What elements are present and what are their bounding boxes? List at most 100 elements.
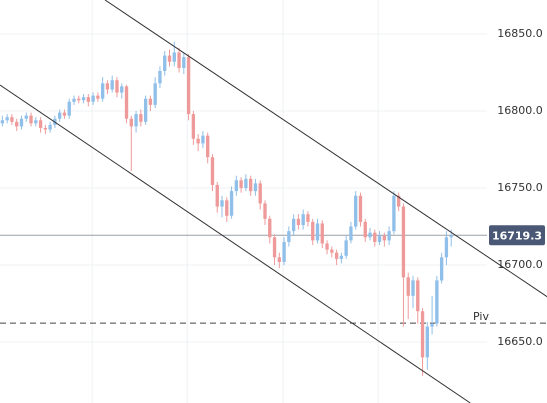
candle-body <box>229 191 234 216</box>
candle-body <box>406 277 410 296</box>
pivot-label: Piv <box>473 310 489 323</box>
candle-body <box>34 120 38 124</box>
candle-body <box>72 98 76 102</box>
candle-body <box>115 80 119 93</box>
candle-body <box>244 178 248 189</box>
candle-body <box>263 203 267 219</box>
trend-line <box>0 84 471 403</box>
candle-body <box>143 98 148 122</box>
candle-body <box>253 183 258 192</box>
candle-body <box>392 195 396 232</box>
candle-body <box>105 83 110 90</box>
candle-body <box>196 138 200 144</box>
candle-body <box>334 252 339 259</box>
candle-body <box>158 70 162 84</box>
candle-body <box>382 235 387 241</box>
candle-body <box>397 195 401 207</box>
trend-line <box>104 0 547 298</box>
candle-body <box>225 200 229 216</box>
candle-body <box>401 206 406 278</box>
candle-body <box>58 112 62 119</box>
candle-body <box>77 98 81 101</box>
candle-body <box>258 183 262 204</box>
candle-body <box>416 280 420 312</box>
candle-body <box>129 118 133 127</box>
candle-body <box>29 115 33 124</box>
candle-body <box>120 86 124 93</box>
candle-body <box>139 114 143 122</box>
candle-body <box>0 120 5 124</box>
candle-body <box>325 243 329 250</box>
candle-body <box>186 57 191 115</box>
candle-body <box>358 195 363 222</box>
candle-body <box>296 218 301 225</box>
candle-body <box>38 120 43 128</box>
candle-body <box>306 214 310 222</box>
candle-body <box>420 311 425 358</box>
candle-body <box>62 112 67 116</box>
candle-body <box>5 117 9 121</box>
candle-body <box>163 55 167 71</box>
y-tick-label: 16700.0 <box>497 258 543 271</box>
candle-body <box>330 249 334 253</box>
candle-body <box>201 135 205 144</box>
candle-body <box>172 52 176 62</box>
candle-body <box>411 280 415 296</box>
candle-body <box>363 221 367 238</box>
candle-body <box>67 101 71 116</box>
candle-body <box>234 180 239 192</box>
candle-body <box>148 98 153 105</box>
candle-body <box>86 97 90 102</box>
candle-body <box>387 231 391 241</box>
candle-body <box>153 83 157 105</box>
candle-body <box>215 184 219 207</box>
candle-body <box>43 127 48 130</box>
candle-body <box>291 218 296 232</box>
candle-body <box>124 86 129 119</box>
candle-body <box>206 135 210 158</box>
candle-body <box>439 257 444 281</box>
candle-body <box>191 114 196 139</box>
candle-body <box>449 235 453 238</box>
candle-body <box>287 231 291 242</box>
y-tick-label: 16800.0 <box>497 104 543 117</box>
candle-body <box>182 57 186 68</box>
candle-body <box>277 257 281 262</box>
candle-body <box>373 232 377 242</box>
candle-body <box>239 180 243 189</box>
candle-body <box>344 240 348 256</box>
candle-body <box>96 95 100 99</box>
candle-body <box>167 55 172 62</box>
candle-body <box>349 226 353 241</box>
y-tick-label: 16850.0 <box>497 27 543 40</box>
candle-body <box>430 323 434 327</box>
candle-body <box>425 326 429 358</box>
candle-body <box>91 95 95 102</box>
candle-body <box>220 200 224 207</box>
last-price-label: 16719.3 <box>492 229 542 242</box>
candle-body <box>15 121 19 127</box>
candle-body <box>48 124 52 130</box>
candle-body <box>248 178 253 192</box>
candle-body <box>377 235 382 242</box>
candle-body <box>320 223 324 244</box>
candle-body <box>339 255 344 259</box>
candle-body <box>134 114 138 127</box>
candle-body <box>368 232 372 238</box>
candle-body <box>81 97 86 101</box>
candle-body <box>177 52 181 68</box>
candle-body <box>272 237 277 258</box>
candle-body <box>268 218 272 238</box>
candle-body <box>10 117 14 122</box>
candle-body <box>354 195 358 227</box>
last-price-badge <box>489 225 545 246</box>
candle-body <box>210 157 215 185</box>
y-tick-label: 16650.0 <box>497 335 543 348</box>
candle-body <box>100 83 105 99</box>
candle-body <box>311 221 315 241</box>
candle-body <box>435 280 439 324</box>
y-tick-label: 16750.0 <box>497 181 543 194</box>
candle-body <box>282 241 286 262</box>
